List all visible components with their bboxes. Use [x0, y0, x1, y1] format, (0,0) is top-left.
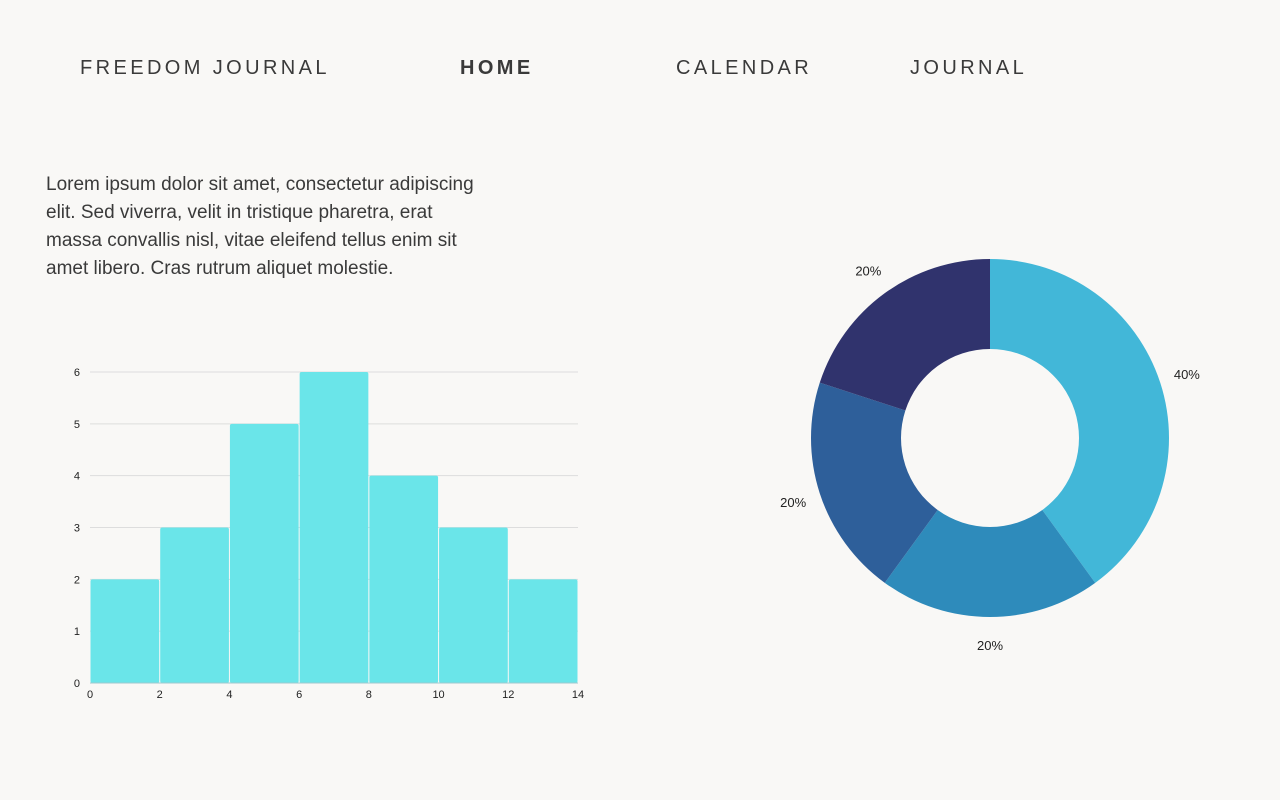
slice-label: 20% — [780, 495, 806, 510]
y-tick-label: 2 — [74, 574, 80, 586]
slice-label: 20% — [855, 264, 881, 279]
nav-link-calendar[interactable]: CALENDAR — [676, 57, 813, 79]
y-tick-label: 3 — [74, 523, 80, 535]
histogram-bar — [90, 579, 160, 683]
y-tick-label: 4 — [74, 471, 80, 483]
x-tick-label: 14 — [572, 689, 584, 701]
x-tick-label: 2 — [157, 689, 163, 701]
histogram-bar — [508, 579, 578, 683]
x-tick-label: 4 — [226, 689, 232, 701]
y-tick-label: 5 — [74, 419, 80, 431]
nav-link-home[interactable]: HOME — [460, 57, 534, 79]
slice-label: 40% — [1174, 367, 1200, 382]
donut-slice — [819, 259, 990, 411]
y-tick-label: 0 — [74, 678, 80, 690]
histogram-bar — [299, 372, 369, 683]
slice-label: 20% — [977, 638, 1003, 653]
y-tick-label: 6 — [74, 367, 80, 379]
histogram-bar — [160, 527, 229, 683]
donut-slice — [990, 259, 1169, 583]
donut-chart: 40% 20% 20% 20% — [780, 259, 1200, 653]
x-tick-label: 8 — [366, 689, 372, 701]
y-tick-label: 1 — [74, 626, 80, 638]
x-tick-label: 10 — [432, 689, 444, 701]
x-tick-label: 12 — [502, 689, 514, 701]
donut-slice — [884, 510, 1096, 617]
histogram-bar — [369, 475, 439, 683]
top-nav: FREEDOM JOURNAL HOME CALENDAR JOURNAL — [0, 56, 1280, 80]
histogram-bar — [229, 423, 299, 683]
x-tick-label: 6 — [296, 689, 302, 701]
intro-paragraph: Lorem ipsum dolor sit amet, consectetur … — [46, 174, 474, 279]
donut-slice — [811, 382, 938, 583]
nav-link-journal[interactable]: JOURNAL — [910, 57, 1028, 79]
x-tick-label: 0 — [87, 689, 93, 701]
histogram-bar — [439, 527, 508, 683]
brand-logo-text[interactable]: FREEDOM JOURNAL — [80, 57, 330, 79]
